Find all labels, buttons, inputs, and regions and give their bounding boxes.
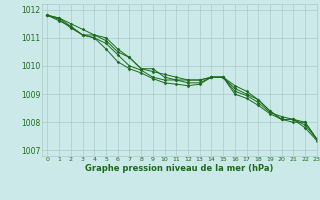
X-axis label: Graphe pression niveau de la mer (hPa): Graphe pression niveau de la mer (hPa) bbox=[85, 164, 273, 173]
